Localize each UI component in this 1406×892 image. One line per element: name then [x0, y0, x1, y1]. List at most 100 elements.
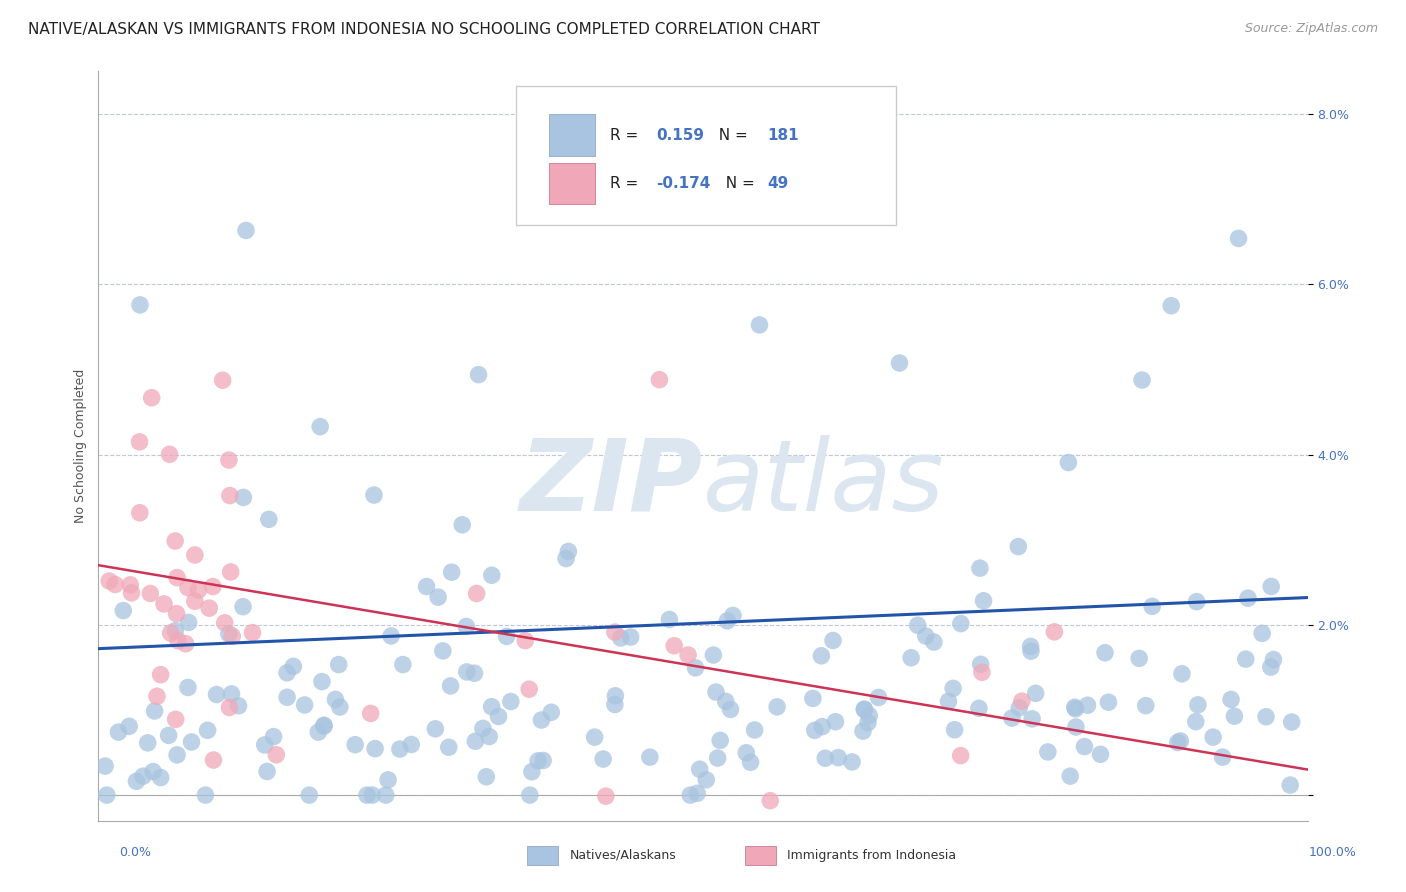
Point — [1212, 750, 1234, 764]
Point — [638, 750, 661, 764]
Point — [96, 788, 118, 802]
Point — [1090, 747, 1112, 762]
Point — [1170, 734, 1192, 748]
Point — [107, 725, 129, 739]
Point — [1019, 640, 1042, 654]
Point — [531, 754, 554, 768]
Point — [415, 580, 437, 594]
Point — [401, 738, 423, 752]
Point — [1135, 698, 1157, 713]
Point — [658, 612, 681, 626]
Point — [1237, 591, 1260, 606]
Point — [970, 665, 993, 680]
Point — [1007, 540, 1029, 554]
Point — [759, 794, 782, 808]
Point — [219, 565, 242, 579]
Point — [363, 488, 385, 502]
Point — [380, 629, 402, 643]
Point — [298, 788, 321, 802]
Point — [1130, 373, 1153, 387]
Point — [184, 594, 207, 608]
Point — [112, 604, 135, 618]
Point — [499, 694, 522, 708]
Point — [128, 506, 150, 520]
Point — [125, 774, 148, 789]
Text: N =: N = — [709, 128, 752, 143]
Point — [187, 583, 209, 598]
Point — [142, 764, 165, 779]
Point — [967, 701, 990, 715]
Point — [481, 699, 503, 714]
Point — [427, 590, 450, 604]
Point — [969, 657, 991, 672]
Point — [475, 770, 498, 784]
Point — [1001, 711, 1024, 725]
Point — [221, 687, 243, 701]
Point — [868, 690, 890, 705]
Point — [118, 719, 141, 733]
Point — [706, 751, 728, 765]
Point — [328, 657, 350, 672]
Point — [740, 756, 762, 770]
Point — [603, 625, 626, 640]
Point — [810, 648, 832, 663]
Point — [194, 788, 217, 802]
Point — [801, 691, 824, 706]
Point — [309, 419, 332, 434]
Point — [515, 633, 537, 648]
Point — [214, 615, 236, 630]
Point — [900, 650, 922, 665]
Point — [374, 788, 396, 802]
Point — [184, 548, 207, 562]
Point — [146, 690, 169, 704]
Point — [177, 681, 200, 695]
Point — [540, 705, 562, 719]
Point — [174, 637, 197, 651]
Point — [1254, 710, 1277, 724]
Point — [942, 681, 965, 696]
Point — [157, 728, 180, 742]
Point — [201, 580, 224, 594]
Point — [356, 788, 378, 802]
Point — [167, 633, 190, 648]
Point — [388, 742, 411, 756]
Text: 181: 181 — [768, 128, 799, 143]
Point — [166, 607, 188, 621]
Point — [294, 698, 316, 712]
Point — [664, 639, 686, 653]
Point — [1057, 455, 1080, 469]
Point — [180, 735, 202, 749]
Point — [440, 565, 463, 579]
Text: 100.0%: 100.0% — [1309, 846, 1357, 859]
Point — [202, 753, 225, 767]
Point — [129, 298, 152, 312]
Point — [527, 754, 550, 768]
Point — [464, 734, 486, 748]
Point — [437, 740, 460, 755]
Point — [467, 368, 489, 382]
Point — [165, 533, 187, 548]
Point — [198, 601, 221, 615]
Point — [344, 738, 367, 752]
Point — [361, 788, 384, 802]
Point — [218, 627, 240, 641]
FancyBboxPatch shape — [550, 163, 595, 204]
Point — [266, 747, 288, 762]
Point — [218, 453, 240, 467]
Point — [132, 769, 155, 783]
Point — [307, 725, 329, 739]
Point — [1263, 652, 1285, 666]
Point — [609, 631, 631, 645]
Point — [821, 633, 844, 648]
Point — [748, 318, 770, 332]
Point — [1025, 686, 1047, 700]
Point — [720, 702, 742, 716]
Point — [827, 750, 849, 764]
Point — [263, 730, 285, 744]
Point — [149, 667, 172, 681]
Point — [1251, 626, 1274, 640]
Point — [853, 703, 876, 717]
Point — [311, 674, 333, 689]
Text: ZIP: ZIP — [520, 435, 703, 532]
Point — [803, 723, 825, 738]
